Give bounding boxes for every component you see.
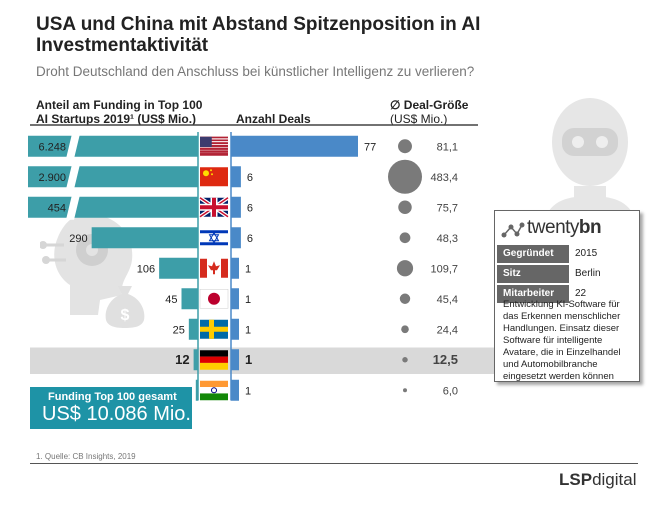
deals-value-label: 1 xyxy=(245,324,251,336)
brand-logo: LSPdigital xyxy=(559,470,636,490)
flag-deutschland-icon xyxy=(200,350,228,370)
deal-size-bubble xyxy=(403,388,407,393)
axis-break-mark xyxy=(66,133,80,159)
funding-value-label: 6.248 xyxy=(38,141,66,153)
funding-bar xyxy=(193,349,198,371)
page-subtitle: Droht Deutschland den Anschluss bei küns… xyxy=(36,64,475,79)
company-row-value: 2015 xyxy=(575,248,598,259)
deal-size-label: 45,4 xyxy=(437,294,458,306)
funding-total-box: Funding Top 100 gesamt US$ 10.086 Mio. xyxy=(30,387,192,429)
deal-size-label: 109,7 xyxy=(430,263,458,275)
deals-value-label: 1 xyxy=(245,263,251,275)
dealsize-header-line1: ∅ Deal-Größe xyxy=(390,98,469,112)
company-name-light: twenty xyxy=(527,217,579,238)
deal-size-bubble xyxy=(398,200,412,214)
deals-bar xyxy=(231,379,239,401)
company-row-value: Berlin xyxy=(575,268,601,279)
deal-size-bubble xyxy=(399,232,411,244)
deals-value-label: 77 xyxy=(364,141,376,153)
deal-size-bubble xyxy=(401,325,409,334)
axis-break-mark xyxy=(66,194,80,220)
funding-total-label: Funding Top 100 gesamt xyxy=(48,391,177,403)
flag-indien-icon xyxy=(200,380,228,401)
dealsize-header-line2: (US$ Mio.) xyxy=(390,112,448,126)
funding-value-label: 290 xyxy=(69,233,87,245)
funding-header-line2: AI Startups 2019¹ (US$ Mio.) xyxy=(36,112,197,126)
company-row-founded: Gegründet 2015 xyxy=(497,245,637,263)
deals-value-label: 6 xyxy=(247,202,253,214)
flag-großbritannien-icon xyxy=(198,196,230,219)
funding-total-value: US$ 10.086 Mio. xyxy=(42,403,191,425)
company-row-key: Sitz xyxy=(497,265,569,283)
funding-bar xyxy=(188,318,198,340)
deal-size-label: 48,3 xyxy=(437,233,458,245)
money-bag-icon: $ xyxy=(105,286,145,328)
funding-value-label: 454 xyxy=(48,202,66,214)
funding-bar xyxy=(181,288,198,310)
deals-bar xyxy=(231,135,358,157)
deal-size-label: 12,5 xyxy=(433,352,458,367)
deals-bar xyxy=(231,227,241,249)
deals-bar xyxy=(231,257,239,279)
deal-size-bubble xyxy=(388,159,422,194)
deal-size-label: 24,4 xyxy=(437,324,458,336)
deal-size-bubble xyxy=(396,260,414,277)
company-card: twentybn Gegründet 2015 Sitz Berlin Mita… xyxy=(494,210,640,382)
flag-china-icon xyxy=(200,167,228,187)
highlight-row xyxy=(30,347,494,374)
flag-usa-icon xyxy=(200,136,228,156)
deals-bar xyxy=(231,349,239,371)
deals-column-header: Anzahl Deals xyxy=(236,112,311,126)
funding-header-line1: Anteil am Funding in Top 100 xyxy=(36,98,203,112)
deal-size-label: 75,7 xyxy=(437,202,458,214)
funding-bar xyxy=(91,227,198,249)
funding-bar xyxy=(159,257,198,279)
company-name: twentybn xyxy=(527,217,602,239)
source-note: 1. Quelle: CB Insights, 2019 xyxy=(36,452,136,461)
flag-japan-icon xyxy=(199,289,229,309)
deal-size-bubble xyxy=(399,293,411,304)
funding-bar xyxy=(195,379,198,401)
deals-value-label: 1 xyxy=(245,385,251,397)
deal-size-bubble xyxy=(402,357,408,363)
deals-value-label: 1 xyxy=(245,294,251,306)
deals-value-label: 6 xyxy=(247,233,253,245)
funding-value-label: 45 xyxy=(165,294,177,306)
deals-bar xyxy=(231,318,239,340)
flag-israel-icon xyxy=(200,228,228,248)
deals-value-label: 6 xyxy=(247,172,253,184)
logo-light: digital xyxy=(592,470,637,489)
svg-text:$: $ xyxy=(121,307,130,324)
deal-size-label: 483,4 xyxy=(430,172,458,184)
funding-value-label: 2.900 xyxy=(38,172,66,184)
deal-size-label: 81,1 xyxy=(437,141,458,153)
deal-size-label: 6,0 xyxy=(443,385,458,397)
company-row-employees: Mitarbeiter 22 xyxy=(497,285,637,303)
flag-schweden-icon xyxy=(200,319,228,339)
deals-bar xyxy=(231,166,241,188)
deals-bar xyxy=(231,196,241,218)
deals-bar xyxy=(231,288,239,310)
flag-kanada-icon xyxy=(200,258,228,278)
footer-divider xyxy=(30,463,638,464)
deals-value-label: 1 xyxy=(245,352,252,367)
logo-bold: LSP xyxy=(559,470,593,489)
company-row-location: Sitz Berlin xyxy=(497,265,637,283)
company-name-bold: bn xyxy=(578,217,602,238)
company-row-value: 22 xyxy=(575,288,587,299)
company-row-key: Gegründet xyxy=(497,245,569,263)
axis-break-mark xyxy=(66,164,80,190)
dealsize-column-header: ∅ Deal-Größe (US$ Mio.) xyxy=(390,98,468,126)
page-title: USA und China mit Abstand Spitzenpositio… xyxy=(36,14,481,56)
funding-value-label: 106 xyxy=(137,263,155,275)
funding-value-label: 12 xyxy=(175,352,189,367)
company-row-key: Mitarbeiter xyxy=(497,285,569,303)
network-logo-icon xyxy=(501,222,525,238)
company-description: Entwicklung KI-Software für das Erkennen… xyxy=(503,299,621,382)
funding-value-label: 25 xyxy=(173,324,185,336)
funding-column-header: Anteil am Funding in Top 100 AI Startups… xyxy=(36,98,202,126)
deal-size-bubble xyxy=(398,139,412,154)
